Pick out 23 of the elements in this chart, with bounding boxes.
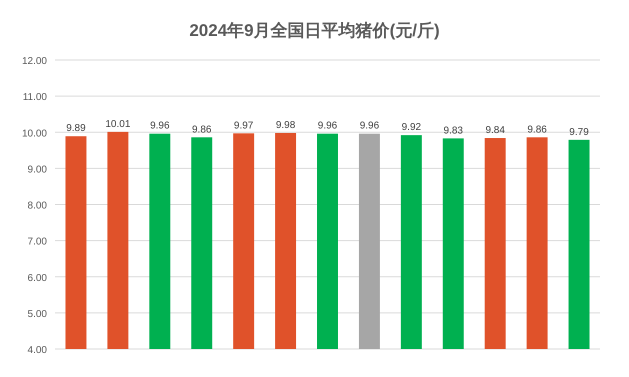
data-label: 9.96 [318,120,338,132]
data-label: 9.97 [234,120,254,132]
y-tick-label: 11.00 [22,92,48,104]
data-label: 9.96 [150,120,170,132]
data-label: 9.86 [527,124,548,136]
data-label: 9.89 [66,123,86,134]
data-label: 9.79 [569,126,590,138]
chart-title: 2024年9月全国日平均猪价(元/斤) [189,21,440,40]
data-label: 10.01 [105,118,131,130]
data-label: 9.83 [444,125,464,136]
y-tick-label: 12.00 [22,56,48,67]
data-label: 9.86 [192,124,212,136]
y-tick-label: 9.00 [28,164,48,176]
y-tick-label: 10.00 [22,128,48,140]
y-tick-label: 6.00 [28,272,48,284]
data-label: 9.92 [402,122,422,134]
y-tick-label: 4.00 [28,345,48,356]
y-tick-label: 5.00 [28,308,48,320]
y-tick-label: 8.00 [28,200,48,212]
data-label: 9.96 [360,120,380,132]
y-tick-label: 7.00 [28,236,48,248]
data-label: 9.84 [485,125,506,136]
data-label: 9.98 [276,120,296,131]
